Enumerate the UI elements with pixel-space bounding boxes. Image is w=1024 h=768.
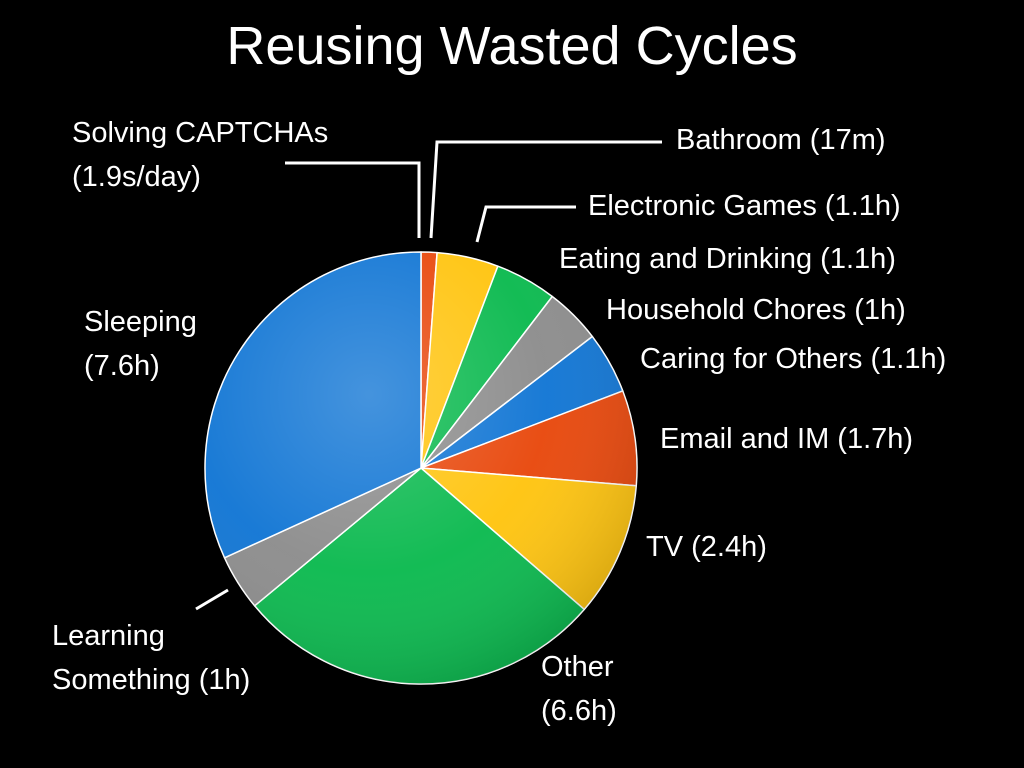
label-email-im: Email and IM (1.7h) — [660, 423, 914, 455]
label-captcha: Solving CAPTCHAs (1.9s/day) — [72, 111, 328, 199]
leader-line-learning — [195, 588, 229, 611]
label-other: Other (6.6h) — [541, 645, 617, 733]
label-learning-line2: Something (1h) — [52, 664, 251, 696]
slide-title: Reusing Wasted Cycles — [226, 16, 798, 76]
label-tv: TV (2.4h) — [646, 531, 767, 563]
label-sleeping-line2: (7.6h) — [84, 350, 160, 382]
label-other-line1: Other — [541, 651, 614, 683]
label-learning-something: Learning Something (1h) — [52, 614, 250, 702]
label-captcha-line1: Solving CAPTCHAs — [72, 117, 329, 149]
label-household-chores: Household Chores (1h) — [606, 294, 906, 326]
label-sleeping: Sleeping (7.6h) — [84, 300, 197, 388]
leader-line-games — [475, 205, 576, 243]
label-captcha-line2: (1.9s/day) — [72, 161, 201, 193]
label-caring-for-others: Caring for Others (1.1h) — [640, 343, 947, 375]
label-bathroom: Bathroom (17m) — [676, 124, 886, 156]
label-other-line2: (6.6h) — [541, 695, 617, 727]
label-eating-drinking: Eating and Drinking (1.1h) — [559, 243, 896, 275]
leader-line-bathroom — [429, 140, 662, 239]
label-sleeping-line1: Sleeping — [84, 306, 197, 338]
label-learning-line1: Learning — [52, 620, 165, 652]
leader-line-captcha — [285, 161, 421, 238]
pie-slices — [204, 251, 638, 685]
label-electronic-games: Electronic Games (1.1h) — [588, 190, 901, 222]
